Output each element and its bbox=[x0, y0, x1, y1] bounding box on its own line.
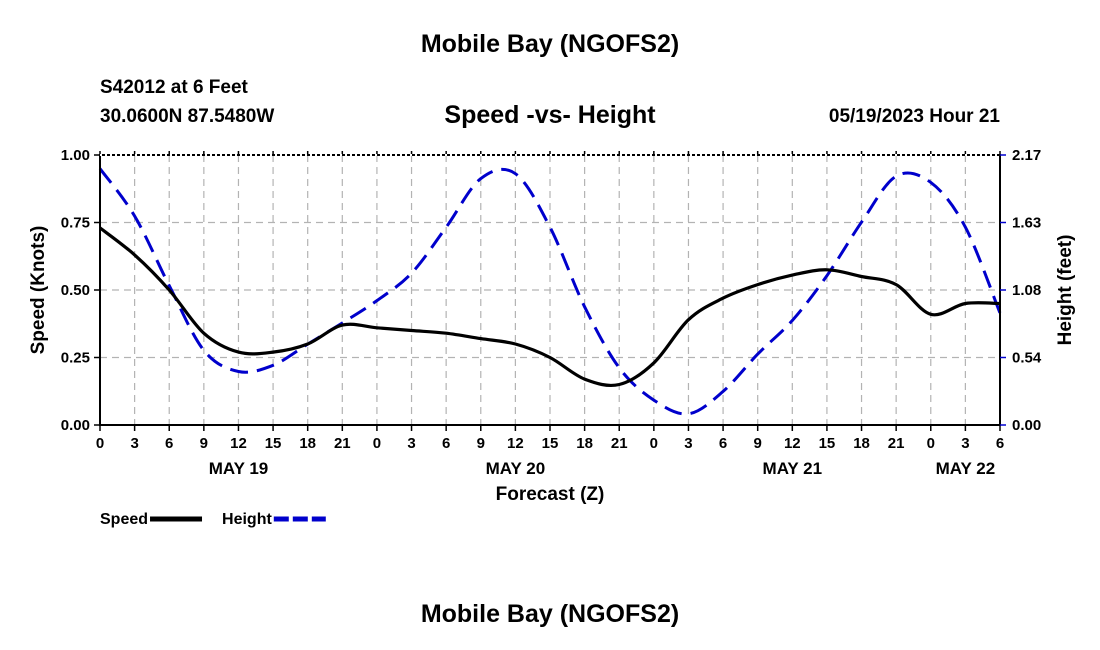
day-label: MAY 21 bbox=[763, 459, 823, 478]
x-tick-label: 18 bbox=[576, 435, 593, 452]
y-axis-left-label: Speed (Knots) bbox=[28, 226, 49, 355]
x-tick-label: 12 bbox=[784, 435, 801, 452]
day-label: MAY 22 bbox=[936, 459, 996, 478]
y-right-tick-label: 0.00 bbox=[1012, 417, 1041, 434]
x-tick-label: 21 bbox=[888, 435, 905, 452]
y-axis-right-label: Height (feet) bbox=[1055, 235, 1076, 346]
day-label: MAY 19 bbox=[209, 459, 269, 478]
y-left-tick-label: 0.00 bbox=[61, 417, 90, 434]
x-tick-label: 6 bbox=[442, 435, 450, 452]
x-tick-label: 0 bbox=[96, 435, 104, 452]
x-tick-label: 15 bbox=[542, 435, 559, 452]
x-tick-label: 3 bbox=[684, 435, 692, 452]
y-left-tick-label: 1.00 bbox=[61, 147, 90, 164]
x-tick-label: 0 bbox=[650, 435, 658, 452]
x-tick-label: 6 bbox=[996, 435, 1004, 452]
y-left-tick-label: 0.75 bbox=[61, 215, 90, 232]
speed-series-line bbox=[99, 226, 1001, 388]
x-tick-label: 18 bbox=[299, 435, 316, 452]
footer-title: Mobile Bay (NGOFS2) bbox=[420, 600, 680, 628]
x-tick-label: 6 bbox=[719, 435, 727, 452]
coordinates-label: 30.0600N 87.5480W bbox=[100, 106, 275, 127]
x-tick-label: 15 bbox=[819, 435, 836, 452]
y-right-tick-label: 1.63 bbox=[1012, 215, 1041, 232]
x-tick-label: 9 bbox=[200, 435, 208, 452]
chart-title: Mobile Bay (NGOFS2) bbox=[420, 30, 680, 58]
x-tick-label: 9 bbox=[477, 435, 485, 452]
x-tick-label: 21 bbox=[611, 435, 628, 452]
chart-subtitle: Speed -vs- Height bbox=[444, 101, 656, 129]
x-tick-label: 12 bbox=[230, 435, 247, 452]
x-tick-label: 18 bbox=[853, 435, 870, 452]
x-tick-label: 3 bbox=[130, 435, 138, 452]
speed-legend-label: Speed bbox=[100, 511, 148, 528]
y-left-tick-label: 0.25 bbox=[61, 350, 90, 367]
x-tick-label: 3 bbox=[407, 435, 415, 452]
forecast-datetime: 05/19/2023 Hour 21 bbox=[828, 106, 1000, 127]
x-tick-label: 0 bbox=[373, 435, 381, 452]
y-left-tick-label: 0.50 bbox=[61, 282, 90, 299]
x-tick-label: 21 bbox=[334, 435, 351, 452]
x-tick-label: 6 bbox=[165, 435, 173, 452]
x-tick-label: 0 bbox=[927, 435, 935, 452]
day-label: MAY 20 bbox=[486, 459, 546, 478]
x-tick-label: 15 bbox=[265, 435, 282, 452]
x-tick-label: 3 bbox=[961, 435, 969, 452]
y-right-tick-label: 0.54 bbox=[1012, 350, 1042, 367]
y-right-tick-label: 2.17 bbox=[1012, 147, 1041, 164]
height-legend-label: Height bbox=[222, 511, 272, 528]
x-tick-label: 12 bbox=[507, 435, 524, 452]
y-right-tick-label: 1.08 bbox=[1012, 282, 1041, 299]
height-series-line bbox=[98, 167, 1002, 416]
x-tick-label: 9 bbox=[754, 435, 762, 452]
x-axis-label: Forecast (Z) bbox=[496, 484, 605, 505]
station-label: S42012 at 6 Feet bbox=[100, 77, 248, 98]
